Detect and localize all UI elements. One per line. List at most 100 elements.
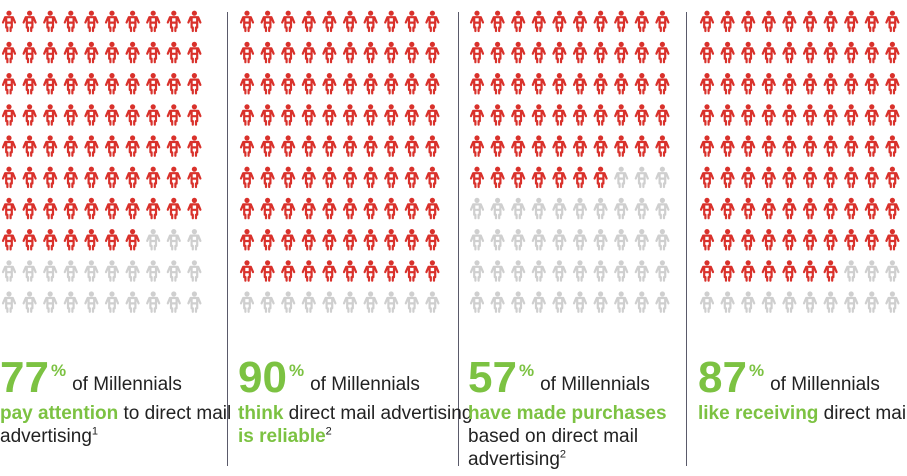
- person-icon: [531, 291, 546, 313]
- person-icon: [531, 73, 546, 95]
- person-icon: [260, 10, 275, 33]
- person-icon: [384, 41, 399, 64]
- person-icon: [782, 260, 797, 282]
- person-icon: [22, 73, 37, 95]
- of-millennials-label: of Millennials: [72, 374, 182, 395]
- person-icon: [511, 104, 526, 126]
- person-icon: [802, 104, 818, 126]
- person-icon: [22, 104, 37, 126]
- person-icon: [802, 73, 818, 95]
- person-icon: [720, 10, 735, 33]
- percent-value: 87: [698, 353, 747, 402]
- person-icon: [552, 229, 567, 251]
- person-icon: [22, 166, 37, 189]
- person-icon: [1, 10, 17, 33]
- percent-sign: %: [288, 361, 305, 380]
- person-icon: [741, 10, 756, 33]
- person-icon: [885, 229, 900, 251]
- person-icon: [84, 104, 99, 126]
- person-icon: [260, 41, 275, 64]
- person-icon: [511, 41, 526, 64]
- person-icon: [384, 135, 399, 157]
- person-icon: [885, 291, 900, 313]
- person-icon: [281, 197, 296, 220]
- person-icon: [146, 229, 161, 251]
- person-icon: [864, 229, 879, 251]
- person-icon: [864, 104, 879, 126]
- person-icon: [63, 135, 78, 157]
- person-icon: [404, 73, 419, 95]
- person-icon: [1, 229, 17, 251]
- person-icon: [864, 291, 879, 313]
- person-icon: [342, 104, 358, 126]
- person-icon: [43, 135, 58, 157]
- stat-panel: 77 % of Millennials pay attention to direct…: [0, 0, 231, 476]
- percent-value: 77: [0, 353, 49, 402]
- person-icon: [552, 10, 567, 33]
- person-icon: [342, 10, 358, 33]
- person-icon: [125, 291, 140, 313]
- person-icon: [301, 135, 316, 157]
- person-icon: [823, 166, 838, 189]
- person-icon: [761, 166, 776, 189]
- person-icon: [490, 41, 505, 64]
- person-icon: [43, 260, 58, 282]
- person-icon: [22, 260, 37, 282]
- person-icon: [363, 73, 378, 95]
- person-icon: [593, 104, 608, 126]
- person-icon: [166, 41, 181, 64]
- person-icon: [43, 10, 58, 33]
- person-icon: [885, 135, 900, 157]
- panel-divider: [458, 12, 459, 466]
- person-icon: [469, 166, 485, 189]
- person-icon: [260, 229, 275, 251]
- person-icon: [104, 197, 120, 220]
- person-icon: [741, 104, 756, 126]
- person-icon: [425, 229, 440, 251]
- pictogram-grid: [238, 8, 456, 320]
- person-icon: [802, 291, 818, 313]
- stat-line: 90 % of Millennials: [238, 352, 420, 404]
- person-icon: [593, 166, 608, 189]
- person-icon: [125, 260, 140, 282]
- person-icon: [511, 291, 526, 313]
- person-icon: [404, 166, 419, 189]
- person-icon: [187, 229, 202, 251]
- person-icon: [125, 166, 140, 189]
- person-icon: [655, 10, 670, 33]
- person-icon: [864, 197, 879, 220]
- person-icon: [511, 166, 526, 189]
- person-icon: [125, 41, 140, 64]
- person-icon: [844, 260, 859, 282]
- person-icon: [720, 291, 735, 313]
- person-icon: [614, 197, 629, 220]
- person-icon: [864, 10, 879, 33]
- person-icon: [699, 135, 715, 157]
- person-icon: [425, 291, 440, 313]
- person-icon: [104, 104, 120, 126]
- person-icon: [469, 104, 485, 126]
- person-icon: [342, 41, 358, 64]
- person-icon: [531, 166, 546, 189]
- person-icon: [761, 291, 776, 313]
- pictogram-grid: [0, 8, 218, 320]
- person-icon: [239, 135, 255, 157]
- person-icon: [885, 104, 900, 126]
- person-icon: [490, 166, 505, 189]
- person-icon: [720, 104, 735, 126]
- person-icon: [552, 197, 567, 220]
- person-icon: [614, 10, 629, 33]
- person-icon: [572, 135, 588, 157]
- person-icon: [741, 260, 756, 282]
- person-icon: [322, 197, 337, 220]
- person-icon: [634, 41, 649, 64]
- person-icon: [699, 260, 715, 282]
- person-icon: [363, 229, 378, 251]
- person-icon: [22, 229, 37, 251]
- person-icon: [469, 229, 485, 251]
- person-icon: [260, 260, 275, 282]
- person-icon: [741, 229, 756, 251]
- person-icon: [572, 197, 588, 220]
- person-icon: [239, 73, 255, 95]
- person-icon: [614, 135, 629, 157]
